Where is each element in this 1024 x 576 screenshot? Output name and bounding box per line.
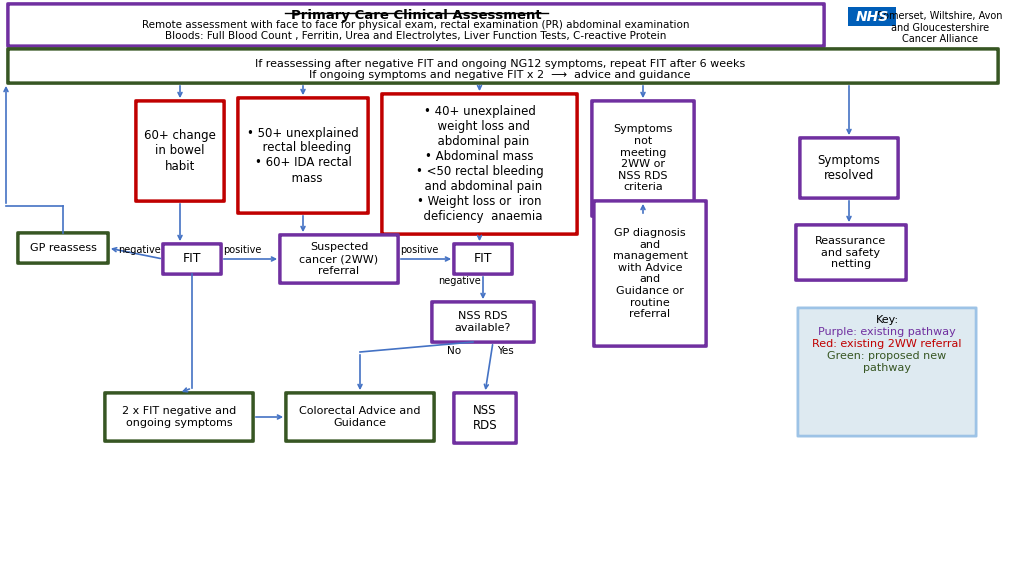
Text: FIT: FIT [474,252,493,266]
FancyBboxPatch shape [796,225,906,280]
Text: No: No [446,346,461,356]
Text: FIT: FIT [182,252,202,266]
Text: NHS: NHS [855,10,889,24]
Text: Green: proposed new: Green: proposed new [827,351,946,361]
Text: If ongoing symptoms and negative FIT x 2  ⟶  advice and guidance: If ongoing symptoms and negative FIT x 2… [309,70,691,80]
FancyBboxPatch shape [286,393,434,441]
FancyBboxPatch shape [104,393,253,441]
Text: GP reassess: GP reassess [30,243,96,253]
Text: negative: negative [118,245,161,255]
Text: pathway: pathway [863,363,911,373]
Text: 2 x FIT negative and
ongoing symptoms: 2 x FIT negative and ongoing symptoms [122,406,237,428]
Text: Red: existing 2WW referral: Red: existing 2WW referral [812,339,962,349]
FancyBboxPatch shape [594,201,707,346]
Text: Symptoms
resolved: Symptoms resolved [817,154,881,182]
FancyBboxPatch shape [136,101,224,201]
Text: Colorectal Advice and
Guidance: Colorectal Advice and Guidance [299,406,421,428]
Text: Bloods: Full Blood Count , Ferritin, Urea and Electrolytes, Liver Function Tests: Bloods: Full Blood Count , Ferritin, Ure… [165,31,667,41]
Text: Key:: Key: [876,315,899,325]
Text: Suspected
cancer (2WW)
referral: Suspected cancer (2WW) referral [299,242,379,275]
Text: Yes: Yes [497,346,514,356]
Text: NSS RDS
available?: NSS RDS available? [455,311,511,333]
FancyBboxPatch shape [8,49,998,83]
Text: • 50+ unexplained
  rectal bleeding
• 60+ IDA rectal
  mass: • 50+ unexplained rectal bleeding • 60+ … [247,127,358,184]
Text: Purple: existing pathway: Purple: existing pathway [818,327,955,337]
FancyBboxPatch shape [163,244,221,274]
FancyBboxPatch shape [238,98,368,213]
Text: • 40+ unexplained
  weight loss and
  abdominal pain
• Abdominal mass
• <50 rect: • 40+ unexplained weight loss and abdomi… [416,105,544,223]
FancyBboxPatch shape [280,235,398,283]
FancyBboxPatch shape [454,393,516,443]
FancyBboxPatch shape [17,233,109,263]
FancyBboxPatch shape [798,308,976,436]
Text: GP diagnosis
and
management
with Advice
and
Guidance or
routine
referral: GP diagnosis and management with Advice … [612,228,687,319]
Text: Reassurance
and safety
netting: Reassurance and safety netting [815,236,887,269]
FancyBboxPatch shape [382,94,578,234]
Text: 60+ change
in bowel
habit: 60+ change in bowel habit [144,130,216,172]
Text: positive: positive [223,245,261,255]
FancyBboxPatch shape [454,244,512,274]
Text: Somerset, Wiltshire, Avon
and Gloucestershire
Cancer Alliance: Somerset, Wiltshire, Avon and Gloucester… [878,11,1002,44]
Text: Primary Care Clinical Assessment: Primary Care Clinical Assessment [291,9,542,22]
FancyBboxPatch shape [800,138,898,198]
FancyBboxPatch shape [432,302,535,342]
Text: If reassessing after negative FIT and ongoing NG12 symptoms, repeat FIT after 6 : If reassessing after negative FIT and on… [255,59,745,69]
FancyBboxPatch shape [592,101,694,216]
Text: positive: positive [400,245,438,255]
FancyBboxPatch shape [8,4,824,46]
Text: negative: negative [438,276,481,286]
FancyBboxPatch shape [848,7,896,26]
Text: Symptoms
not
meeting
2WW or
NSS RDS
criteria: Symptoms not meeting 2WW or NSS RDS crit… [613,124,673,192]
Text: Remote assessment with face to face for physical exam, rectal examination (PR) a: Remote assessment with face to face for … [142,20,690,30]
Text: NSS
RDS: NSS RDS [473,404,498,432]
